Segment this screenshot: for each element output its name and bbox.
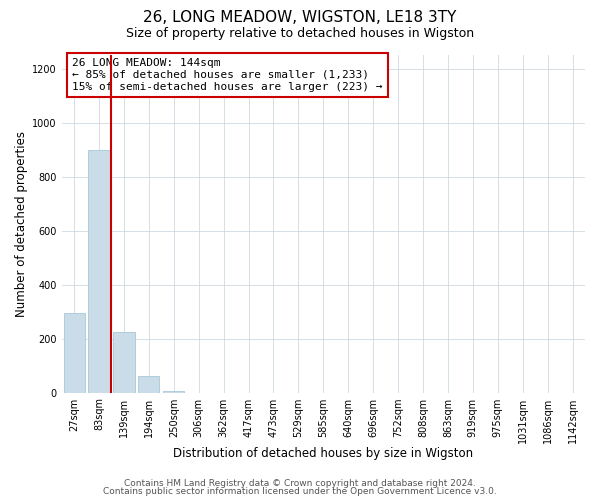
Text: Contains public sector information licensed under the Open Government Licence v3: Contains public sector information licen… — [103, 487, 497, 496]
Bar — [88, 150, 110, 392]
Text: 26, LONG MEADOW, WIGSTON, LE18 3TY: 26, LONG MEADOW, WIGSTON, LE18 3TY — [143, 10, 457, 25]
Y-axis label: Number of detached properties: Number of detached properties — [15, 131, 28, 317]
Bar — [163, 391, 184, 392]
X-axis label: Distribution of detached houses by size in Wigston: Distribution of detached houses by size … — [173, 447, 473, 460]
Text: 26 LONG MEADOW: 144sqm
← 85% of detached houses are smaller (1,233)
15% of semi-: 26 LONG MEADOW: 144sqm ← 85% of detached… — [72, 58, 383, 92]
Text: Contains HM Land Registry data © Crown copyright and database right 2024.: Contains HM Land Registry data © Crown c… — [124, 478, 476, 488]
Bar — [113, 332, 134, 392]
Bar — [64, 313, 85, 392]
Text: Size of property relative to detached houses in Wigston: Size of property relative to detached ho… — [126, 28, 474, 40]
Bar — [138, 376, 160, 392]
